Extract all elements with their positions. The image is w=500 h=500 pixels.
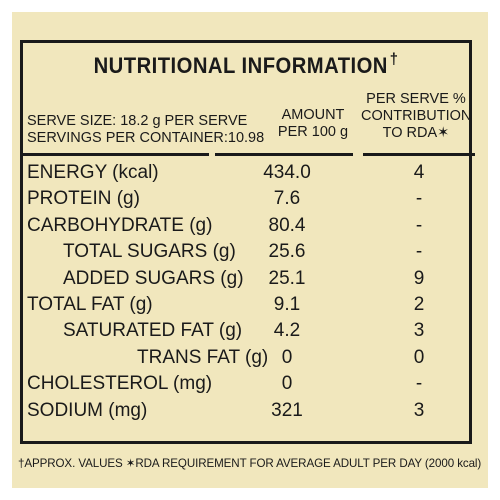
nutrient-rda: - (415, 188, 423, 210)
nutrient-rda: 3 (413, 320, 425, 342)
nutrient-name: ADDED SUGARS (g) (63, 267, 244, 289)
serve-size: SERVE SIZE: 18.2 g PER SERVE (27, 113, 248, 129)
nutrient-row: CARBOHYDRATE (g) 80.4 - (23, 214, 475, 240)
nutrient-row: SATURATED FAT (g) 4.2 3 (23, 319, 475, 345)
header-divider (215, 153, 353, 156)
amount-header-line2: PER 100 g (277, 124, 349, 140)
nutrient-rda: 9 (413, 267, 425, 289)
nutrient-amount: 0 (281, 373, 293, 395)
nutrient-name: PROTEIN (g) (27, 188, 140, 210)
nutrient-rda: 2 (413, 293, 425, 315)
approx-mark: † (389, 51, 399, 68)
nutrient-rda: 3 (413, 399, 425, 421)
nutrient-amount: 321 (271, 399, 303, 421)
nutrient-rows: ENERGY (kcal) 434.0 4 PROTEIN (g) 7.6- CARBOH… (23, 161, 475, 425)
serve-info: SERVE SIZE: 18.2 g PER SERVE SERVINGS PE… (27, 113, 264, 147)
rda-header-line1: PER SERVE % (366, 91, 466, 107)
header-divider (363, 153, 475, 156)
footnote: †APPROX. VALUES ✶RDA REQUIREMENT FOR AVE… (18, 457, 482, 470)
nutrient-rda: - (415, 241, 423, 263)
nutrient-name: TOTAL FAT (g) (27, 293, 153, 315)
amount-header: AMOUNT PER 100 g (263, 107, 363, 141)
nutrient-row: TRANS FAT (g) 0 0 (23, 346, 475, 372)
nutrition-label: NUTRITIONAL INFORMATION † SERVE SIZE: 18.… (12, 12, 488, 488)
nutrient-row: PROTEIN (g) 7.6 - (23, 187, 475, 213)
nutrient-amount: 25.6 (268, 241, 306, 263)
nutrient-rda: - (415, 214, 423, 236)
nutrient-row: CHOLESTEROL (mg) 0 - (23, 372, 475, 398)
rda-header-line3: TO RDA✶ (382, 125, 450, 141)
servings-per-container: SERVINGS PER CONTAINER:10.98 (27, 130, 265, 146)
nutrient-amount: 434.0 (263, 162, 311, 183)
nutrition-table: NUTRITIONAL INFORMATION † SERVE SIZE: 18.… (20, 40, 475, 444)
nutrient-amount: 9.1 (273, 293, 301, 315)
nutrient-rda: - (415, 373, 423, 395)
title-text: NUTRITIONAL INFORMATION (93, 53, 388, 78)
nutrient-amount: 80.4 (268, 214, 306, 236)
nutrient-name: CHOLESTEROL (mg) (27, 373, 213, 395)
nutrient-name: TOTAL SUGARS (g) (63, 241, 236, 263)
rda-header: PER SERVE % CONTRIBUTION TO RDA✶ (361, 91, 471, 142)
nutrient-name: ENERGY (kcal) (27, 162, 159, 183)
nutrient-amount: 25.1 (268, 267, 306, 289)
nutrient-rda: 4 (413, 162, 425, 183)
nutrient-row: SODIUM (mg) 321 3 (23, 399, 475, 425)
nutrient-amount: 4.2 (273, 320, 301, 342)
nutrient-row: ADDED SUGARS (g) 25.1 9 (23, 267, 475, 293)
nutrient-name: TRANS FAT (g) (137, 346, 269, 368)
nutrient-name: SATURATED FAT (g) (63, 320, 243, 342)
nutrient-name: SODIUM (mg) (27, 399, 148, 421)
rda-header-line2: CONTRIBUTION (361, 108, 472, 124)
nutrient-row: TOTAL FAT (g) 9.1 2 (23, 293, 475, 319)
nutrient-rda: 0 (413, 346, 425, 368)
nutrient-amount: 7.6 (273, 188, 301, 210)
nutrient-amount: 0 (281, 346, 293, 368)
nutrient-row: ENERGY (kcal) 434.0 4 (23, 161, 475, 187)
nutrient-name: CARBOHYDRATE (g) (27, 214, 213, 236)
header-divider (23, 153, 209, 156)
amount-header-line1: AMOUNT (281, 107, 345, 123)
nutrient-row: TOTAL SUGARS (g) 25.6 - (23, 240, 475, 266)
label-title: NUTRITIONAL INFORMATION † (41, 51, 451, 79)
